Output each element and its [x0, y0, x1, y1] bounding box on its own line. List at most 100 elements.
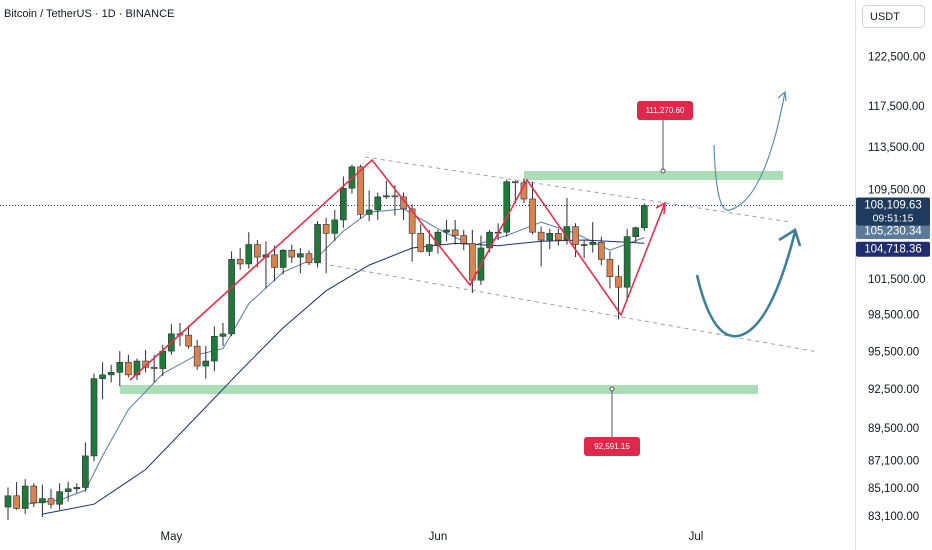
y-tick-label: 109,500.00 [868, 184, 926, 196]
candle-body [254, 244, 261, 258]
annotation-text: 111,270.60 [646, 106, 685, 115]
y-tick-label: 83,100.00 [868, 511, 919, 523]
y-tick-label: 117,500.00 [868, 101, 925, 113]
price-badge-label: 108,109.63 [864, 200, 922, 212]
ma-badge-label: 105,230.34 [864, 225, 922, 237]
candle-body [30, 485, 38, 504]
candle-body [641, 205, 648, 229]
candle-body [391, 195, 399, 198]
candle-body [99, 374, 106, 379]
candle-body [245, 244, 253, 265]
candle-body [314, 224, 321, 264]
y-tick-label: 85,100.00 [868, 483, 919, 495]
candle-body [39, 498, 46, 504]
candle-body [417, 232, 425, 252]
candle-body [598, 242, 605, 260]
candle-body [150, 366, 158, 369]
candle-body [133, 360, 141, 376]
projection-arrow [695, 231, 797, 338]
ma-badge-label: 104,718.36 [864, 243, 922, 255]
annotation-anchor [609, 386, 615, 392]
marks [0, 164, 855, 520]
candle-body [73, 487, 81, 490]
candle-body [460, 235, 468, 244]
candle-body [193, 345, 201, 367]
candle-body [56, 491, 63, 505]
currency-label[interactable]: USDT [870, 11, 900, 23]
candle-body [82, 455, 89, 488]
x-tick-label: Jul [689, 531, 704, 543]
currency-button[interactable] [862, 5, 925, 28]
candle-body [4, 495, 12, 508]
candle-body [555, 232, 562, 241]
ma-badge [856, 241, 930, 257]
candle-body [21, 485, 29, 509]
channel-line [329, 264, 819, 353]
annotation-box [637, 101, 693, 120]
candle-body [451, 229, 459, 236]
arrow-head [655, 201, 666, 215]
candle-body [47, 498, 55, 505]
candle-body [357, 166, 364, 215]
candle-body [125, 361, 132, 376]
candle-body [202, 360, 210, 367]
y-tick-label: 113,500.00 [868, 142, 925, 154]
candle-body [13, 495, 20, 509]
candle-body [331, 219, 339, 234]
candle-body [408, 208, 416, 234]
candle-body [443, 229, 450, 233]
candle-body [537, 231, 545, 241]
candle-body [512, 181, 519, 184]
candle-body [90, 378, 98, 457]
y-tick-label: 95,500.00 [868, 346, 919, 358]
candle-body [426, 244, 433, 252]
candle-body [589, 242, 597, 245]
candle-body [469, 243, 476, 281]
y-tick-label: 101,500.00 [868, 274, 926, 286]
annotation-text: 92,591.15 [594, 442, 630, 451]
moving-average [42, 239, 645, 515]
candle-body [546, 232, 554, 241]
candle-body [185, 334, 192, 347]
x-tick-label: Jun [429, 531, 448, 543]
arrow-head [777, 90, 787, 102]
candle-body [305, 253, 313, 264]
resistance-zone [524, 171, 783, 180]
price-badge [856, 197, 930, 226]
candle-body [606, 259, 614, 277]
candle-body [159, 350, 167, 369]
candle-body [228, 259, 235, 335]
candle-body [580, 244, 588, 246]
candle-body [322, 224, 330, 234]
candle-body [211, 336, 218, 362]
y-tick-label: 92,500.00 [868, 384, 919, 396]
candle-body [288, 249, 296, 258]
y-tick-label: 87,100.00 [868, 455, 919, 467]
candle-body [503, 181, 511, 233]
annotation-box [584, 437, 640, 456]
countdown-label: 09:51:15 [873, 212, 914, 224]
chart-title: Bitcoin / TetherUS · 1D · BINANCE [4, 8, 174, 20]
candle-body [271, 254, 278, 268]
candle-body [279, 249, 287, 268]
candle-body [297, 253, 304, 258]
x-tick-label: May [161, 531, 183, 543]
candle-body [615, 276, 622, 288]
candle-body [632, 227, 640, 237]
ma-badge [856, 223, 930, 239]
candle-body [116, 361, 124, 373]
y-tick-label: 98,500.00 [868, 310, 919, 322]
candle-body [365, 209, 373, 215]
candle-body [374, 196, 382, 211]
arrow-head [778, 228, 802, 247]
y-tick-label: 122,500.00 [868, 52, 926, 64]
candle-body [623, 236, 631, 288]
candle-body [236, 259, 244, 265]
candle-body [529, 198, 536, 233]
candle-body [340, 187, 347, 221]
projection-arrow [713, 91, 786, 211]
candle-body [219, 333, 227, 337]
candle-body [572, 226, 579, 245]
